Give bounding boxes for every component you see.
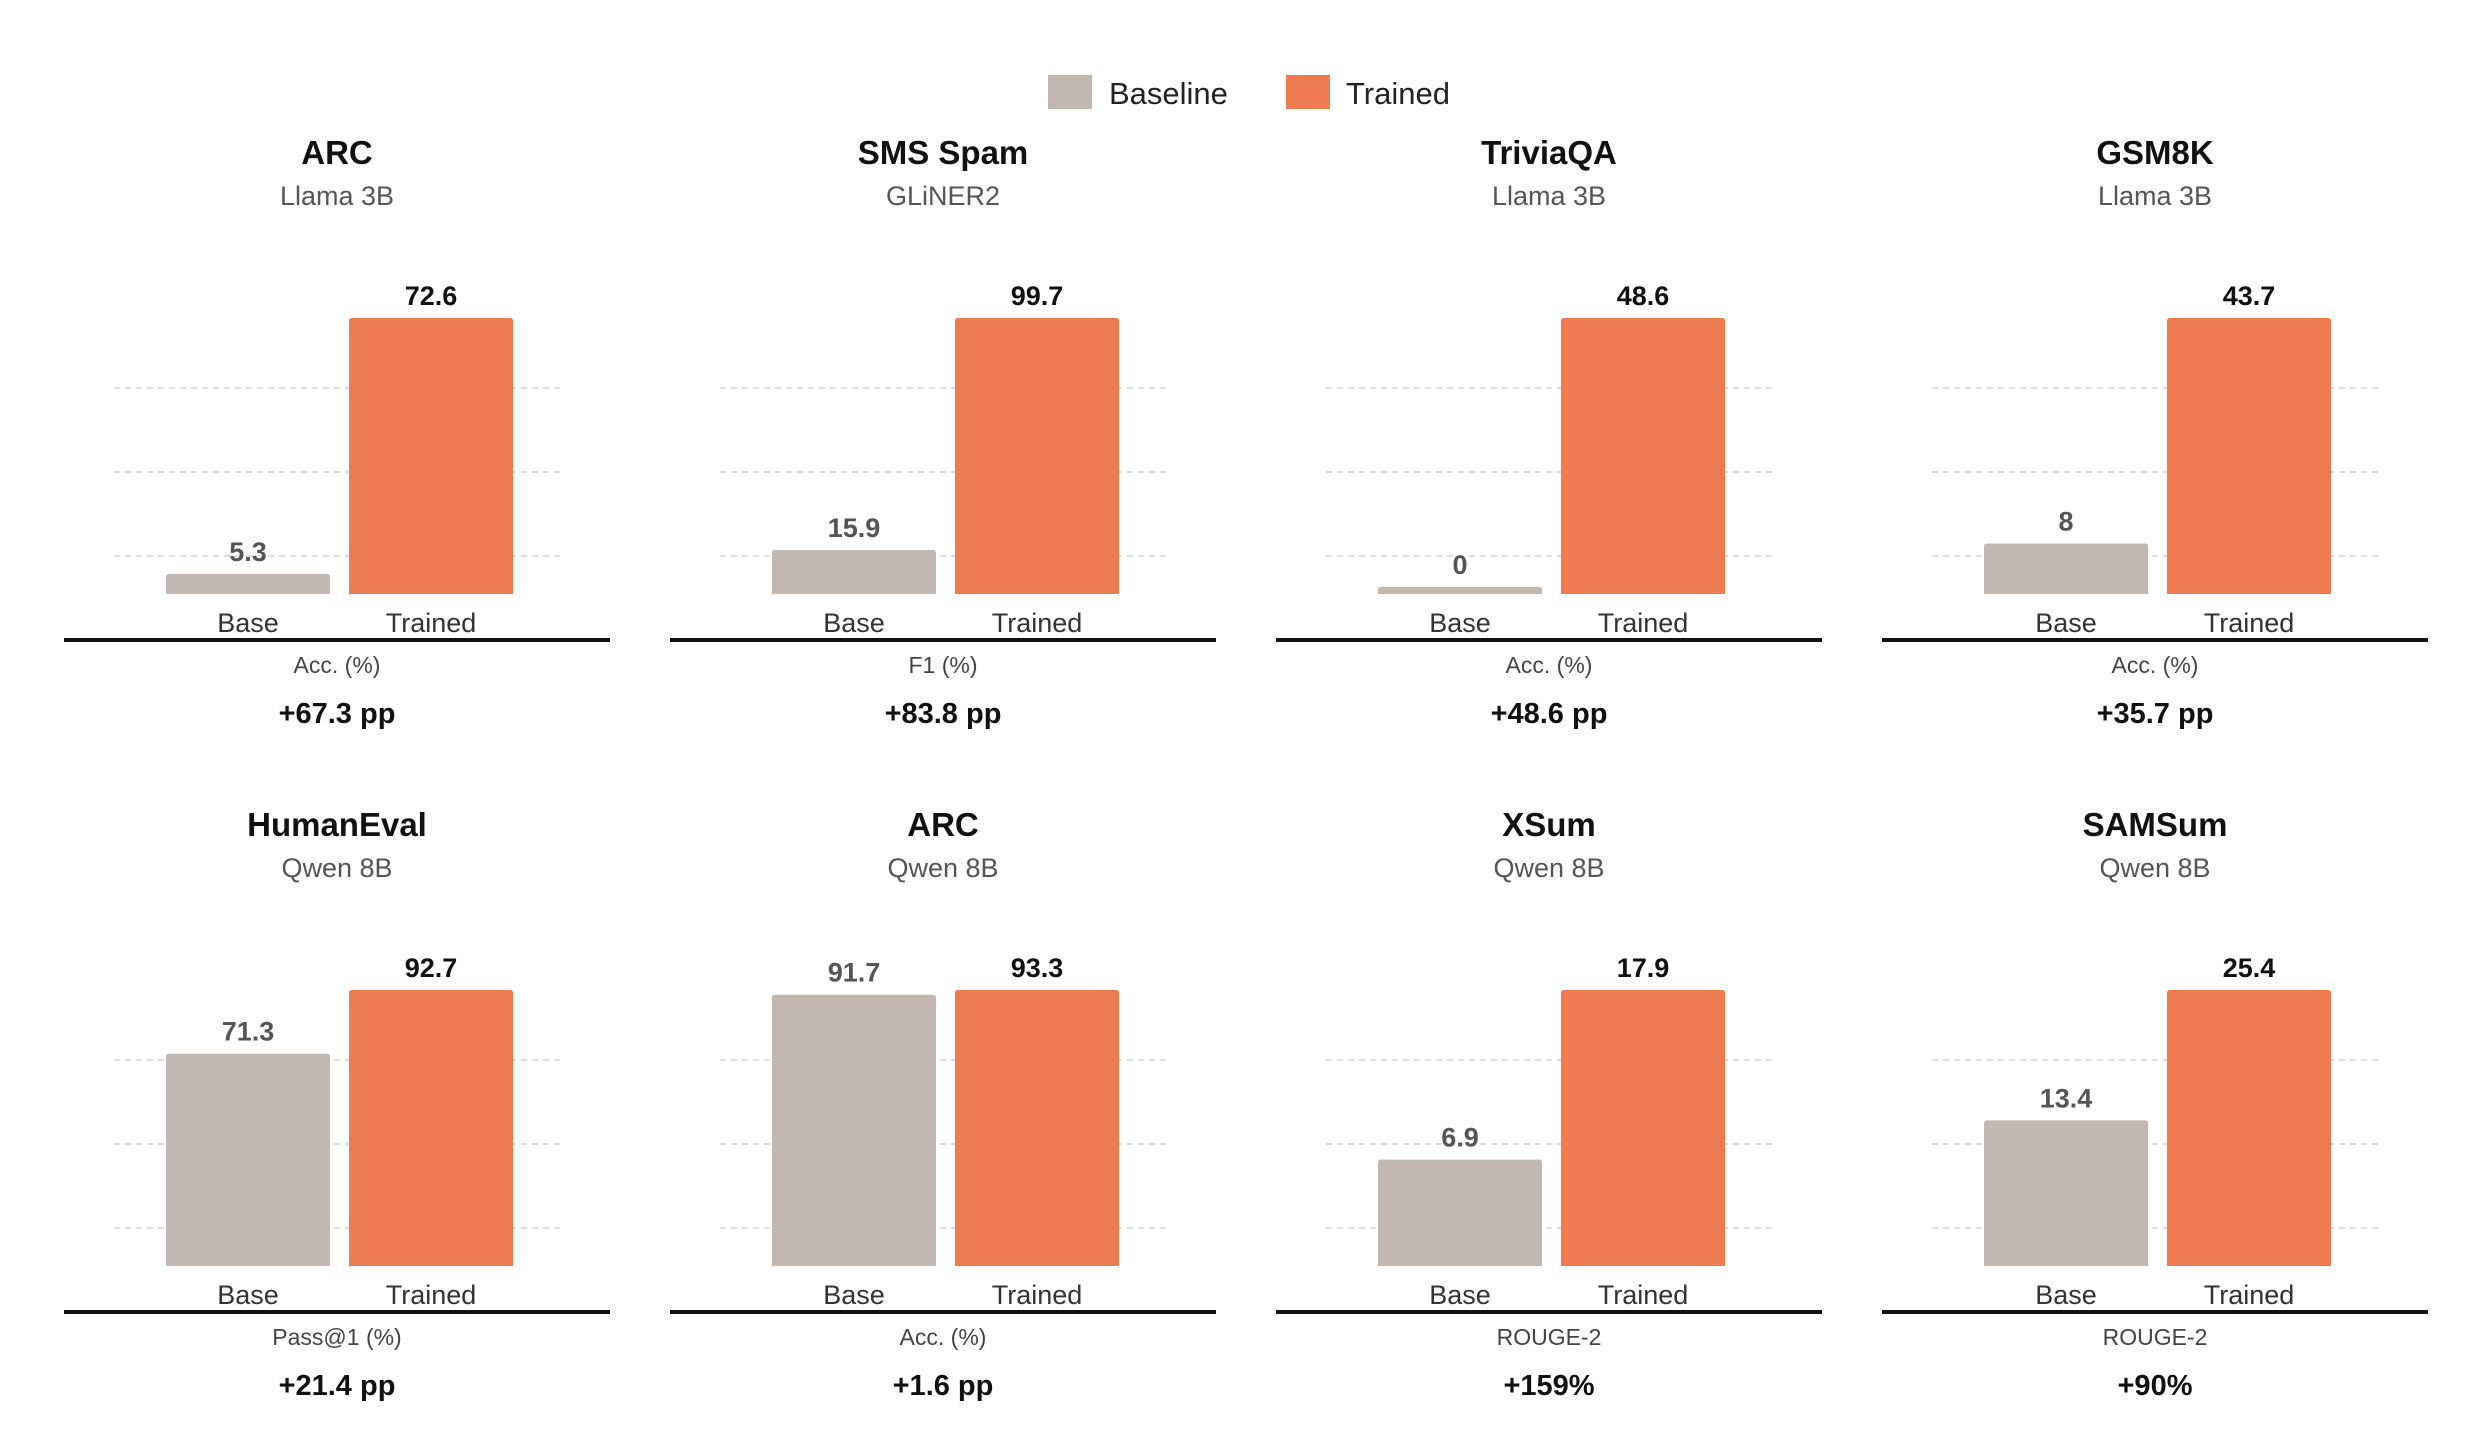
bar-trained bbox=[955, 318, 1119, 594]
chart-panel: SAMSum Qwen 8B 13.4 Base 25.4 Trained ROUGE-2 +… bbox=[1882, 806, 2428, 1402]
delta-label: +159% bbox=[1503, 1370, 1594, 1402]
bar-baseline bbox=[166, 573, 330, 594]
trained-value-label: 48.6 bbox=[1617, 281, 1670, 311]
baseline-value-label: 13.4 bbox=[2040, 1083, 2093, 1113]
baseline-value-label: 0 bbox=[1452, 550, 1467, 580]
panel-subtitle: GLiNER2 bbox=[886, 181, 1000, 211]
panel-title: SAMSum bbox=[2083, 806, 2228, 843]
bar-trained bbox=[955, 990, 1119, 1266]
legend-baseline-label: Baseline bbox=[1109, 76, 1228, 111]
panel-subtitle: Qwen 8B bbox=[1493, 853, 1604, 883]
legend-trained-swatch bbox=[1286, 75, 1330, 109]
category-label: Trained bbox=[386, 1280, 477, 1310]
category-label: Base bbox=[2035, 1280, 2097, 1310]
chart-panel: HumanEval Qwen 8B 71.3 Base 92.7 Trained Pass@… bbox=[64, 806, 610, 1402]
panel-title: ARC bbox=[301, 134, 373, 171]
category-label: Base bbox=[823, 1280, 885, 1310]
bar-trained bbox=[2167, 318, 2331, 594]
trained-value-label: 92.7 bbox=[405, 953, 458, 983]
chart-panel: SMS Spam GLiNER2 15.9 Base 99.7 Trained F1 (%)… bbox=[670, 134, 1216, 730]
delta-label: +83.8 pp bbox=[885, 698, 1002, 730]
delta-label: +21.4 pp bbox=[279, 1370, 396, 1402]
delta-label: +90% bbox=[2118, 1370, 2193, 1402]
panel-title: ARC bbox=[907, 806, 979, 843]
panel-subtitle: Llama 3B bbox=[280, 181, 394, 211]
delta-label: +35.7 pp bbox=[2097, 698, 2214, 730]
bar-baseline bbox=[1378, 587, 1542, 594]
baseline-value-label: 91.7 bbox=[828, 958, 881, 988]
metric-label: Acc. (%) bbox=[2112, 652, 2199, 678]
category-label: Base bbox=[1429, 1280, 1491, 1310]
bar-baseline bbox=[772, 994, 936, 1266]
baseline-value-label: 8 bbox=[2058, 506, 2073, 536]
category-label: Base bbox=[2035, 608, 2097, 638]
baseline-value-label: 15.9 bbox=[828, 513, 881, 543]
bar-trained bbox=[349, 990, 513, 1266]
category-label: Base bbox=[217, 1280, 279, 1310]
trained-value-label: 43.7 bbox=[2223, 281, 2276, 311]
metric-label: Acc. (%) bbox=[1506, 652, 1593, 678]
category-label: Trained bbox=[992, 1280, 1083, 1310]
trained-value-label: 25.4 bbox=[2223, 953, 2276, 983]
metric-label: ROUGE-2 bbox=[1497, 1324, 1602, 1350]
baseline-value-label: 6.9 bbox=[1441, 1123, 1479, 1153]
category-label: Trained bbox=[386, 608, 477, 638]
category-label: Trained bbox=[1598, 1280, 1689, 1310]
delta-label: +1.6 pp bbox=[893, 1370, 994, 1402]
category-label: Trained bbox=[2204, 1280, 2295, 1310]
baseline-value-label: 71.3 bbox=[222, 1017, 275, 1047]
panel-subtitle: Qwen 8B bbox=[281, 853, 392, 883]
bar-baseline bbox=[1378, 1159, 1542, 1266]
metric-label: Pass@1 (%) bbox=[272, 1324, 401, 1350]
bar-trained bbox=[1561, 318, 1725, 594]
bar-baseline bbox=[772, 549, 936, 594]
metric-label: F1 (%) bbox=[909, 652, 978, 678]
legend-trained-label: Trained bbox=[1346, 76, 1450, 111]
metric-label: Acc. (%) bbox=[900, 1324, 987, 1350]
panel-title: SMS Spam bbox=[858, 134, 1029, 171]
trained-value-label: 99.7 bbox=[1011, 281, 1064, 311]
category-label: Trained bbox=[2204, 608, 2295, 638]
category-label: Trained bbox=[1598, 608, 1689, 638]
delta-label: +67.3 pp bbox=[279, 698, 396, 730]
delta-label: +48.6 pp bbox=[1491, 698, 1608, 730]
bar-trained bbox=[349, 318, 513, 594]
metric-label: Acc. (%) bbox=[294, 652, 381, 678]
bar-trained bbox=[2167, 990, 2331, 1266]
panel-title: TriviaQA bbox=[1481, 134, 1617, 171]
panel-title: HumanEval bbox=[247, 806, 427, 843]
category-label: Trained bbox=[992, 608, 1083, 638]
trained-value-label: 93.3 bbox=[1011, 953, 1064, 983]
category-label: Base bbox=[823, 608, 885, 638]
panel-subtitle: Llama 3B bbox=[2098, 181, 2212, 211]
chart-panel: XSum Qwen 8B 6.9 Base 17.9 Trained ROUGE-2 +159… bbox=[1276, 806, 1822, 1402]
bar-baseline bbox=[166, 1053, 330, 1266]
panel-subtitle: Qwen 8B bbox=[2099, 853, 2210, 883]
bar-baseline bbox=[1984, 543, 2148, 594]
bar-trained bbox=[1561, 990, 1725, 1266]
category-label: Base bbox=[217, 608, 279, 638]
category-label: Base bbox=[1429, 608, 1491, 638]
panel-title: GSM8K bbox=[2096, 134, 2214, 171]
trained-value-label: 72.6 bbox=[405, 281, 458, 311]
bar-baseline bbox=[1984, 1120, 2148, 1266]
panel-subtitle: Qwen 8B bbox=[887, 853, 998, 883]
trained-value-label: 17.9 bbox=[1617, 953, 1670, 983]
legend-baseline-swatch bbox=[1048, 75, 1092, 109]
panel-title: XSum bbox=[1502, 806, 1596, 843]
legend: Baseline Trained bbox=[1048, 75, 1450, 111]
panel-subtitle: Llama 3B bbox=[1492, 181, 1606, 211]
baseline-value-label: 5.3 bbox=[229, 537, 267, 567]
metric-label: ROUGE-2 bbox=[2103, 1324, 2208, 1350]
